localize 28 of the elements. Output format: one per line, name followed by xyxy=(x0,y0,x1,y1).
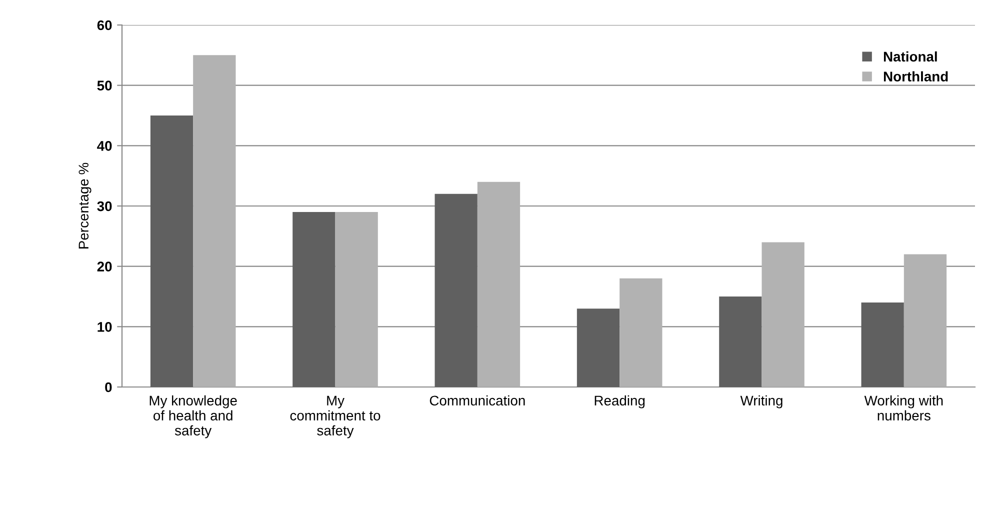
bar xyxy=(576,308,620,387)
x-tick-label: Communication xyxy=(430,395,525,406)
bar xyxy=(861,302,904,387)
y-axis-title: Percentage % xyxy=(78,162,92,248)
y-tick-label: 40 xyxy=(97,141,112,151)
y-tick-label: 10 xyxy=(98,322,112,332)
bar xyxy=(477,182,520,387)
x-tick-label: Writing xyxy=(740,395,782,408)
bar xyxy=(719,296,762,387)
bar xyxy=(335,212,378,387)
x-tick-label: Reading xyxy=(594,395,645,408)
legend-label: National xyxy=(884,51,937,62)
bar xyxy=(904,254,947,387)
bar xyxy=(193,55,236,387)
y-tick-label: 0 xyxy=(105,382,112,392)
x-tick-label: Working with numbers xyxy=(864,395,943,420)
bar xyxy=(150,116,194,387)
y-tick-label: 50 xyxy=(97,80,112,91)
bar xyxy=(292,212,336,387)
bar xyxy=(620,278,662,387)
y-tick-label: 60 xyxy=(97,20,112,30)
y-tick-label: 20 xyxy=(97,262,112,272)
y-tick-label: 30 xyxy=(97,201,112,212)
x-tick-label: My knowledge of health and safety xyxy=(150,395,237,438)
legend-label: Northland xyxy=(884,71,948,82)
x-tick-label: My commitment to safety xyxy=(290,396,380,438)
bar xyxy=(434,194,478,387)
bar xyxy=(762,242,804,387)
